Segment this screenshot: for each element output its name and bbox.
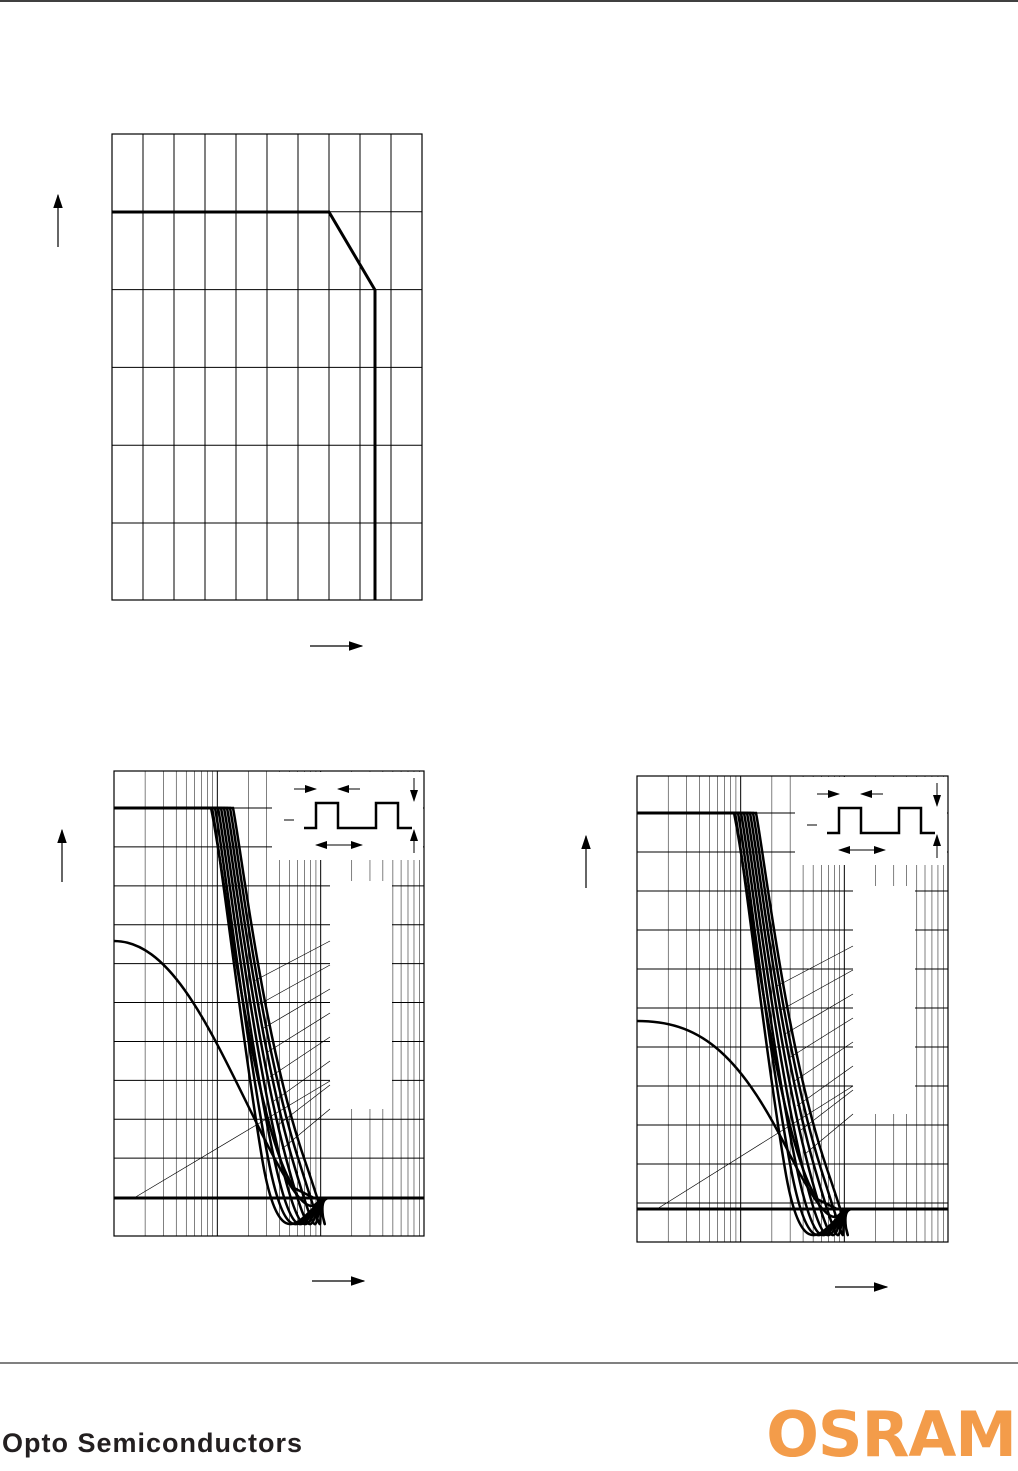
curve xyxy=(114,806,330,1226)
leader-line xyxy=(776,945,854,987)
leader-line xyxy=(261,988,331,1030)
leader-line xyxy=(253,940,331,982)
company-name: Opto Semiconductors xyxy=(2,1428,304,1458)
curve xyxy=(113,939,325,1208)
curve xyxy=(114,806,330,1226)
leader-line xyxy=(257,964,331,1006)
curve xyxy=(637,811,853,1237)
pulse-symbol xyxy=(827,806,935,835)
pulse-chart xyxy=(581,775,949,1292)
curve xyxy=(112,210,377,600)
leader-line xyxy=(792,1041,854,1083)
leader-line xyxy=(656,1085,854,1210)
curve xyxy=(114,806,330,1226)
legend-box xyxy=(330,881,392,1109)
inset-box xyxy=(795,777,947,865)
leader-line xyxy=(800,1089,854,1131)
leader-line xyxy=(788,1017,854,1059)
curve xyxy=(636,1019,848,1219)
curve xyxy=(114,806,330,1226)
leader-line xyxy=(273,1060,331,1102)
curve xyxy=(114,806,330,1226)
derating-chart xyxy=(53,133,423,651)
curve xyxy=(637,811,853,1237)
curve xyxy=(637,811,853,1237)
leader-line xyxy=(133,1080,331,1199)
curve xyxy=(637,811,838,1211)
leader-line xyxy=(784,993,854,1035)
leader-line xyxy=(804,1113,854,1155)
curve xyxy=(114,806,315,1200)
legend-box xyxy=(853,886,915,1114)
curve xyxy=(114,806,330,1226)
leader-line xyxy=(281,1108,331,1150)
leader-line xyxy=(265,1012,331,1054)
logo: OSRAM xyxy=(766,1398,1017,1471)
plot-frame xyxy=(111,133,423,601)
curve xyxy=(637,811,853,1237)
leader-line xyxy=(780,969,854,1011)
inset-box xyxy=(272,772,423,860)
curve xyxy=(637,811,853,1237)
pulse-symbol xyxy=(304,801,412,830)
pulse-chart xyxy=(57,770,425,1286)
